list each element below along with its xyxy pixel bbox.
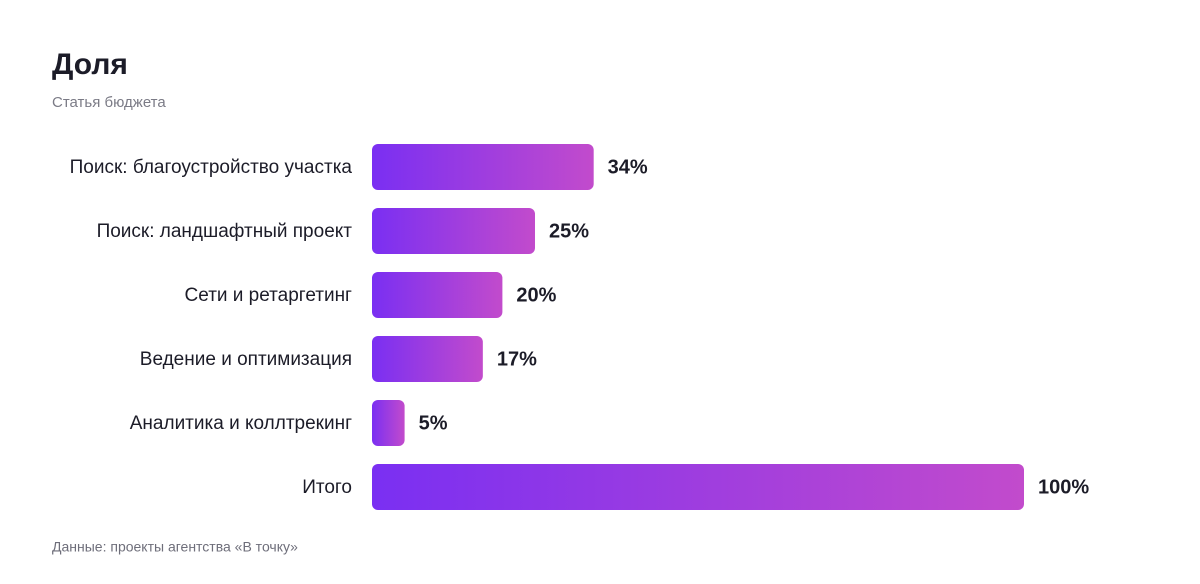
category-label: Поиск: ландшафтный проект bbox=[97, 221, 353, 242]
chart-subtitle: Статья бюджета bbox=[52, 94, 166, 111]
category-label: Сети и ретаргетинг bbox=[185, 285, 353, 306]
bar bbox=[372, 400, 405, 446]
bar bbox=[372, 272, 503, 318]
value-label: 20% bbox=[516, 284, 556, 306]
source-note: Данные: проекты агентства «В точку» bbox=[52, 539, 298, 555]
bar bbox=[372, 336, 483, 382]
bar bbox=[372, 144, 594, 190]
bar bbox=[372, 208, 535, 254]
category-label: Ведение и оптимизация bbox=[140, 349, 352, 370]
value-label: 5% bbox=[419, 412, 448, 434]
category-label: Итого bbox=[302, 477, 352, 498]
bar bbox=[372, 464, 1024, 510]
chart-title: Доля bbox=[52, 48, 128, 81]
value-label: 25% bbox=[549, 220, 589, 242]
value-label: 100% bbox=[1038, 476, 1089, 498]
value-label: 34% bbox=[608, 156, 648, 178]
category-label: Поиск: благоустройство участка bbox=[70, 157, 353, 178]
category-label: Аналитика и коллтрекинг bbox=[130, 413, 352, 434]
value-label: 17% bbox=[497, 348, 537, 370]
